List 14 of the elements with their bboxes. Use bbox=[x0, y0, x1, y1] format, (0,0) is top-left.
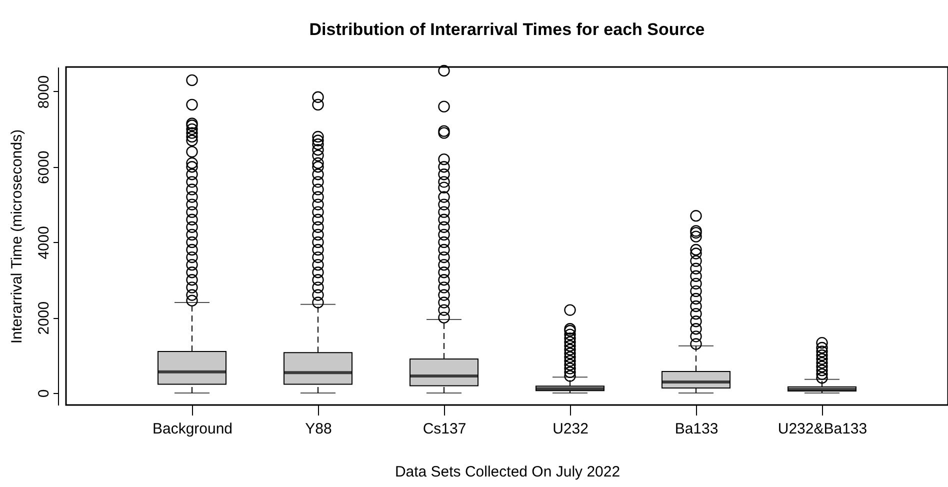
x-tick-label: U232&Ba133 bbox=[778, 420, 868, 438]
y-tick-label: 0 bbox=[36, 389, 52, 398]
x-tick-label: Cs137 bbox=[422, 420, 466, 438]
y-axis-title: Interarrival Time (microseconds) bbox=[8, 129, 26, 344]
x-tick-label: Ba133 bbox=[674, 420, 718, 438]
x-tick-label: Y88 bbox=[305, 420, 332, 438]
x-axis-title: Data Sets Collected On July 2022 bbox=[394, 464, 620, 480]
chart-title: Distribution of Interarrival Times for each Source bbox=[309, 20, 705, 40]
y-tick-label: 2000 bbox=[36, 301, 52, 335]
y-tick-label: 6000 bbox=[36, 150, 52, 184]
y-tick-label: 8000 bbox=[36, 75, 52, 109]
y-tick-label: 4000 bbox=[36, 226, 52, 260]
x-tick-label: Background bbox=[152, 420, 233, 438]
x-tick-label: U232 bbox=[552, 420, 588, 438]
